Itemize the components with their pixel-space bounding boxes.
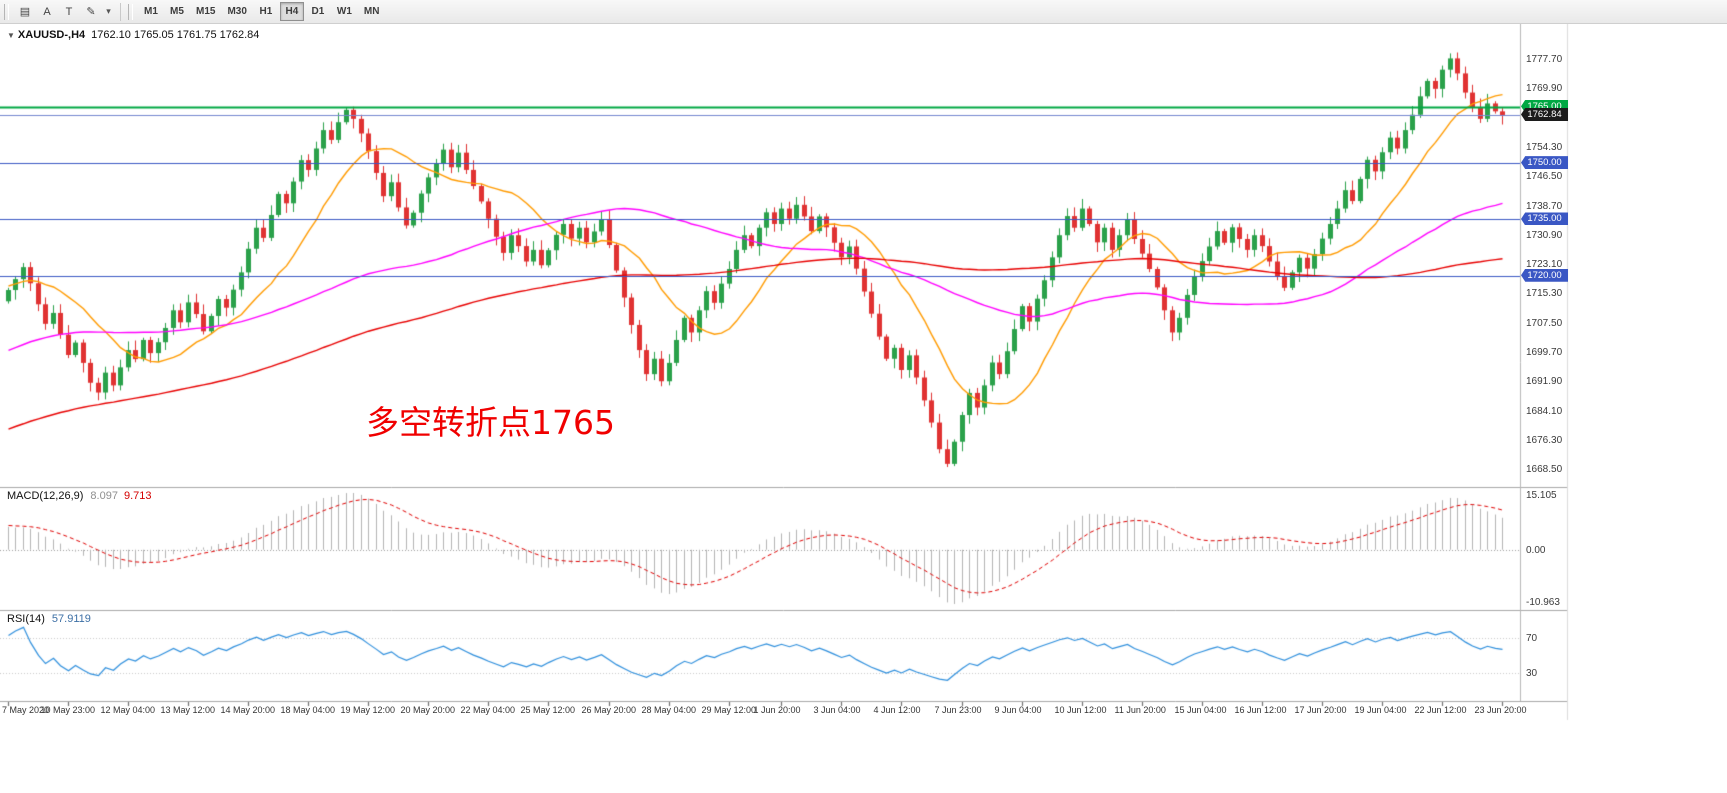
timeframe-h1[interactable]: H1 (254, 2, 278, 21)
timeframe-toolbar-grip[interactable] (128, 3, 133, 20)
timeframe-d1[interactable]: D1 (306, 2, 330, 21)
dropdown-caret-icon[interactable]: ▾ (102, 2, 115, 22)
label-tool-icon[interactable]: T (58, 2, 80, 22)
text-tool-icon[interactable]: A (36, 2, 58, 22)
timeframe-mn[interactable]: MN (359, 2, 385, 21)
timeframe-m15[interactable]: M15 (191, 2, 220, 21)
chart-annotation-text[interactable]: 多空转折点1765 (366, 403, 615, 442)
draw-tool-icon[interactable]: ✎ (80, 2, 102, 22)
timeframe-m5[interactable]: M5 (165, 2, 189, 21)
toolbar-separator (120, 2, 121, 21)
timeframe-m1[interactable]: M1 (139, 2, 163, 21)
chart-window-icon[interactable]: ▤ (14, 2, 36, 22)
toolbar-grip[interactable] (4, 3, 9, 20)
chart-canvas[interactable] (0, 24, 1727, 793)
timeframe-w1[interactable]: W1 (332, 2, 357, 21)
timeframe-h4[interactable]: H4 (279, 2, 304, 21)
timeframe-buttons: M1 M5 M15 M30 H1 H4 D1 W1 MN (138, 2, 385, 21)
chart-toolbar: ▤ A T ✎ ▾ M1 M5 M15 M30 H1 H4 D1 W1 MN (0, 0, 1727, 24)
timeframe-m30[interactable]: M30 (222, 2, 251, 21)
